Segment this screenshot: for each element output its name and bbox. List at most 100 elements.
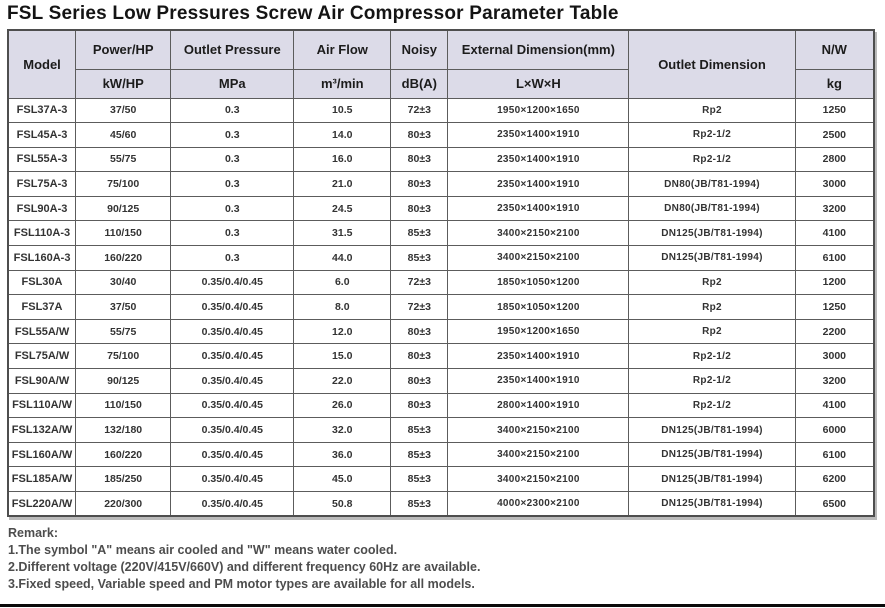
cell-power: 220/300 [75,491,172,517]
cell-external: 2350×1400×1910 [447,343,630,370]
cell-outlet: DN125(JB/T81-1994) [628,491,796,517]
cell-nw: 3200 [794,368,875,394]
header-outlet-dimension: Outlet Dimension [628,29,796,99]
cell-outlet: DN125(JB/T81-1994) [628,441,796,468]
table-row: FSL160A-3 160/220 0.3 44.0 85±3 3400×2150×210… [7,245,875,271]
cell-external: 2350×1400×1910 [447,171,630,197]
header-power-unit: kW/HP [75,68,172,99]
table-row: FSL110A/W 110/150 0.35/0.4/0.45 26.0 80±3 280… [7,392,875,419]
header-nw: N/W [794,29,875,70]
cell-noisy: 80±3 [390,392,449,419]
cell-nw: 6200 [794,466,875,492]
cell-pressure: 0.3 [170,146,295,173]
cell-power: 75/100 [75,171,172,197]
cell-external: 2350×1400×1910 [447,146,630,173]
cell-pressure: 0.35/0.4/0.45 [170,318,295,345]
cell-airflow: 22.0 [293,368,392,394]
cell-external: 4000×2300×2100 [447,491,630,517]
cell-outlet: Rp2 [628,294,796,320]
cell-noisy: 80±3 [390,318,449,345]
cell-model: FSL30A [7,269,77,296]
table-row: FSL30A 30/40 0.35/0.4/0.45 6.0 72±3 1850×1050… [7,269,875,296]
cell-power: 55/75 [75,318,172,345]
table-body: FSL37A-3 37/50 0.3 10.5 72±3 1950×1200×1650 Rp… [7,97,875,517]
cell-model: FSL55A/W [7,318,77,345]
cell-nw: 3000 [794,171,875,197]
cell-nw: 4100 [794,392,875,419]
remark-section: Remark: 1.The symbol "A" means air coole… [7,525,877,593]
cell-outlet: Rp2-1/2 [628,368,796,394]
cell-airflow: 8.0 [293,294,392,320]
header-external-unit: L×W×H [447,68,630,99]
cell-airflow: 36.0 [293,441,392,468]
cell-outlet: Rp2-1/2 [628,122,796,148]
cell-outlet: Rp2 [628,97,796,124]
cell-external: 3400×2150×2100 [447,417,630,443]
cell-pressure: 0.35/0.4/0.45 [170,491,295,517]
cell-external: 1950×1200×1650 [447,318,630,345]
cell-nw: 3000 [794,343,875,370]
cell-power: 55/75 [75,146,172,173]
cell-nw: 1250 [794,97,875,124]
cell-noisy: 85±3 [390,466,449,492]
parameter-table: Model Power/HP Outlet Pressure Air Flow … [7,29,875,518]
cell-outlet: Rp2 [628,269,796,296]
cell-external: 2350×1400×1910 [447,368,630,394]
cell-noisy: 80±3 [390,343,449,370]
table-row: FSL220A/W 220/300 0.35/0.4/0.45 50.8 85±3 400… [7,491,875,517]
cell-power: 160/220 [75,441,172,468]
cell-airflow: 50.8 [293,491,392,517]
cell-external: 1850×1050×1200 [447,294,630,320]
cell-power: 110/150 [75,392,172,419]
cell-pressure: 0.3 [170,97,295,124]
cell-external: 2800×1400×1910 [447,392,630,419]
cell-pressure: 0.3 [170,122,295,148]
cell-airflow: 26.0 [293,392,392,419]
header-noisy: Noisy [390,29,449,70]
cell-pressure: 0.35/0.4/0.45 [170,294,295,320]
table-row: FSL185A/W 185/250 0.35/0.4/0.45 45.0 85±3 340… [7,466,875,492]
cell-outlet: DN125(JB/T81-1994) [628,220,796,247]
cell-pressure: 0.35/0.4/0.45 [170,269,295,296]
cell-power: 110/150 [75,220,172,247]
cell-outlet: DN80(JB/T81-1994) [628,195,796,222]
cell-airflow: 24.5 [293,195,392,222]
cell-nw: 6100 [794,245,875,271]
cell-nw: 2500 [794,122,875,148]
cell-nw: 6500 [794,491,875,517]
cell-noisy: 80±3 [390,368,449,394]
cell-noisy: 85±3 [390,441,449,468]
cell-model: FSL110A-3 [7,220,77,247]
cell-noisy: 72±3 [390,269,449,296]
cell-noisy: 72±3 [390,97,449,124]
bottom-edge-bar [0,604,885,607]
cell-nw: 2200 [794,318,875,345]
table-row: FSL132A/W 132/180 0.35/0.4/0.45 32.0 85±3 340… [7,417,875,443]
cell-power: 75/100 [75,343,172,370]
cell-model: FSL110A/W [7,392,77,419]
cell-external: 3400×2150×2100 [447,220,630,247]
table-row: FSL90A-3 90/125 0.3 24.5 80±3 2350×1400×1910 D… [7,195,875,222]
cell-model: FSL90A/W [7,368,77,394]
table-row: FSL90A/W 90/125 0.35/0.4/0.45 22.0 80±3 2350×… [7,368,875,394]
header-model: Model [7,29,77,99]
cell-airflow: 21.0 [293,171,392,197]
cell-external: 3400×2150×2100 [447,466,630,492]
cell-airflow: 44.0 [293,245,392,271]
cell-model: FSL75A/W [7,343,77,370]
cell-external: 2350×1400×1910 [447,195,630,222]
header-pressure-unit: MPa [170,68,295,99]
cell-power: 90/125 [75,368,172,394]
cell-external: 1850×1050×1200 [447,269,630,296]
cell-power: 30/40 [75,269,172,296]
cell-noisy: 80±3 [390,171,449,197]
cell-outlet: Rp2-1/2 [628,392,796,419]
cell-airflow: 14.0 [293,122,392,148]
cell-nw: 2800 [794,146,875,173]
cell-power: 45/60 [75,122,172,148]
table-row: FSL45A-3 45/60 0.3 14.0 80±3 2350×1400×1910 Rp… [7,122,875,148]
header-external-dimension: External Dimension(mm) [447,29,630,70]
table-row: FSL55A/W 55/75 0.35/0.4/0.45 12.0 80±3 1950×1… [7,318,875,345]
cell-pressure: 0.35/0.4/0.45 [170,392,295,419]
cell-power: 90/125 [75,195,172,222]
